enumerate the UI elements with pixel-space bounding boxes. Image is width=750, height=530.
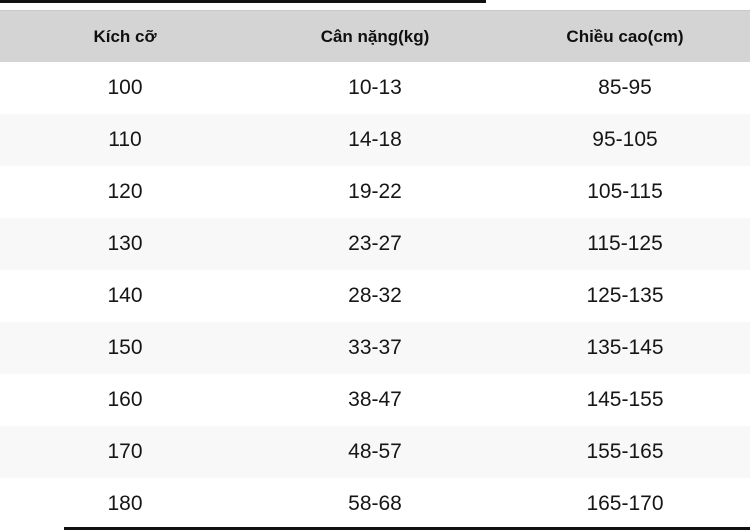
table-row: 160 38-47 145-155	[0, 374, 750, 426]
height-cell: 155-165	[586, 440, 664, 463]
size-cell: 160	[107, 388, 143, 411]
size-cell: 140	[107, 284, 143, 307]
size-chart-table: Kích cỡ Cân nặng(kg) Chiều cao(cm) 100 1…	[0, 10, 750, 530]
table-row: 170 48-57 155-165	[0, 426, 750, 478]
weight-cell: 33-37	[348, 336, 402, 359]
weight-cell: 38-47	[348, 388, 402, 411]
size-cell: 170	[107, 440, 143, 463]
weight-cell: 19-22	[348, 180, 402, 203]
height-cell: 165-170	[586, 492, 664, 515]
size-cell: 130	[107, 232, 143, 255]
height-cell: 105-115	[587, 180, 663, 203]
weight-cell: 28-32	[348, 284, 402, 307]
size-cell: 120	[107, 180, 143, 203]
height-cell: 115-125	[587, 232, 663, 255]
table-row: 150 33-37 135-145	[0, 322, 750, 374]
height-cell: 135-145	[586, 336, 664, 359]
height-cell: 85-95	[598, 76, 652, 99]
column-header-height: Chiều cao(cm)	[566, 27, 684, 46]
bottom-edge-bar	[64, 527, 750, 530]
table-row: 140 28-32 125-135	[0, 270, 750, 322]
column-header-size: Kích cỡ	[93, 27, 157, 46]
table-row: 130 23-27 115-125	[0, 218, 750, 270]
top-edge-bar	[0, 0, 486, 3]
height-cell: 125-135	[586, 284, 664, 307]
column-header-weight: Cân nặng(kg)	[320, 27, 430, 46]
table-row: 110 14-18 95-105	[0, 114, 750, 166]
table-row: 180 58-68 165-170	[0, 478, 750, 530]
table-row: 100 10-13 85-95	[0, 62, 750, 114]
size-cell: 180	[107, 492, 143, 515]
weight-cell: 48-57	[348, 440, 402, 463]
table-header-row: Kích cỡ Cân nặng(kg) Chiều cao(cm)	[0, 10, 750, 62]
height-cell: 145-155	[586, 388, 664, 411]
size-cell: 110	[108, 128, 142, 151]
size-cell: 100	[107, 76, 143, 99]
weight-cell: 14-18	[348, 128, 402, 151]
size-cell: 150	[107, 336, 143, 359]
weight-cell: 10-13	[348, 76, 402, 99]
table-row: 120 19-22 105-115	[0, 166, 750, 218]
weight-cell: 23-27	[348, 232, 402, 255]
weight-cell: 58-68	[348, 492, 402, 515]
height-cell: 95-105	[592, 128, 658, 151]
